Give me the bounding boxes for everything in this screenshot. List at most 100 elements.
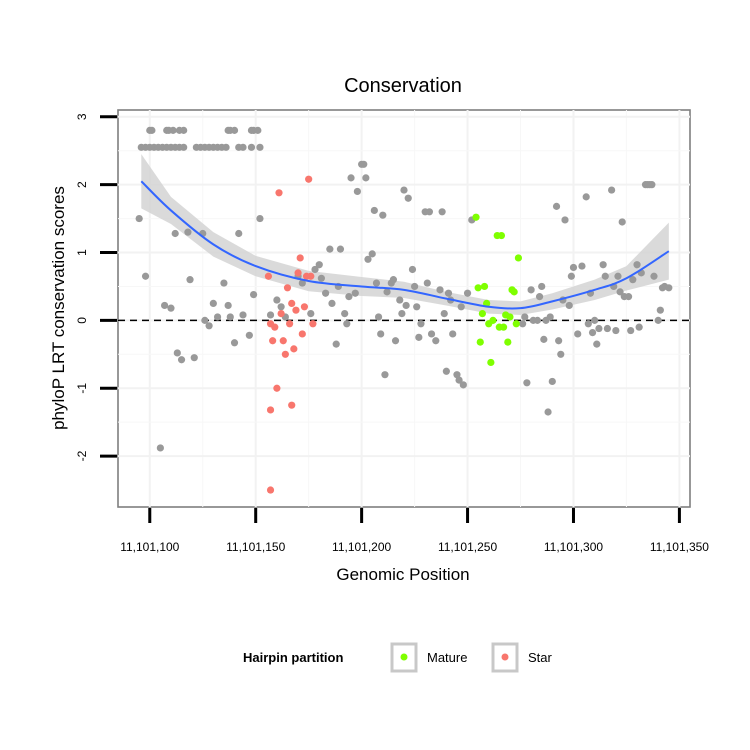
point-mature <box>512 320 520 328</box>
point-mature <box>483 299 491 308</box>
point-other <box>404 194 412 202</box>
x-tick-label: 11,101,200 <box>332 540 391 554</box>
point-other <box>591 316 599 324</box>
point-other <box>603 324 611 333</box>
point-other <box>266 311 275 319</box>
point-other <box>548 377 556 386</box>
point-other <box>277 303 285 311</box>
point-other <box>298 279 306 287</box>
point-other <box>601 272 609 280</box>
point-star <box>300 303 309 311</box>
point-other <box>254 126 262 134</box>
point-other <box>432 337 440 345</box>
point-other <box>226 313 234 321</box>
point-other <box>224 301 232 310</box>
point-other <box>370 206 378 215</box>
point-other <box>616 288 624 296</box>
point-star <box>279 337 287 345</box>
point-star <box>288 299 296 308</box>
point-other <box>442 367 450 375</box>
point-other <box>167 304 175 312</box>
y-tick-label: 1 <box>75 249 89 256</box>
y-axis-title: phyloP LRT conservation scores <box>49 186 68 430</box>
point-other <box>423 279 431 287</box>
point-other <box>222 143 230 151</box>
point-mature <box>476 338 484 346</box>
point-other <box>328 299 336 308</box>
point-mature <box>472 213 480 221</box>
confidence-ribbon <box>141 154 669 315</box>
point-other <box>360 160 368 168</box>
point-star <box>266 486 275 494</box>
point-other <box>440 309 448 318</box>
point-star <box>288 401 296 409</box>
point-mature <box>514 254 523 262</box>
point-other <box>239 143 247 151</box>
legend-key-star <box>501 653 509 661</box>
point-other <box>624 293 633 301</box>
point-other <box>230 339 239 347</box>
point-other <box>177 356 186 364</box>
point-other <box>209 299 217 308</box>
point-other <box>455 376 463 384</box>
point-other <box>383 288 391 296</box>
point-other <box>353 187 361 196</box>
point-other <box>341 309 349 318</box>
legend-key-mature <box>400 653 408 661</box>
point-other <box>438 208 446 216</box>
point-star <box>290 345 298 353</box>
legend-item-mature: Mature <box>390 642 467 673</box>
point-star <box>307 272 315 280</box>
point-other <box>533 316 542 324</box>
point-other <box>213 313 222 321</box>
point-other <box>629 276 637 284</box>
point-other <box>336 245 345 253</box>
point-other <box>135 214 143 223</box>
point-other <box>332 340 340 348</box>
point-mature <box>506 313 514 321</box>
point-star <box>309 320 317 328</box>
point-other <box>599 261 607 269</box>
y-tick-label: 2 <box>75 181 89 188</box>
point-other <box>402 301 410 310</box>
point-other <box>656 306 664 314</box>
point-other <box>535 293 544 301</box>
point-other <box>427 330 436 338</box>
point-other <box>249 290 258 299</box>
point-other <box>322 289 330 297</box>
point-other <box>389 276 398 284</box>
point-mature <box>478 309 486 318</box>
point-other <box>379 211 387 219</box>
smooth-fit-line <box>140 180 670 310</box>
y-axis: -2 -1 0 1 2 3 <box>75 113 117 461</box>
point-other <box>654 316 662 324</box>
point-other <box>141 272 150 280</box>
point-other <box>540 335 548 343</box>
legend-title: Hairpin partition <box>243 650 343 665</box>
point-star <box>277 309 285 318</box>
point-other <box>457 303 465 311</box>
point-other <box>527 286 535 294</box>
point-star <box>298 330 306 338</box>
point-other <box>413 303 421 311</box>
point-other <box>351 289 359 297</box>
point-other <box>635 323 643 331</box>
point-other <box>156 444 164 452</box>
point-other <box>230 126 239 134</box>
point-other <box>523 379 531 387</box>
point-other <box>381 371 389 379</box>
point-other <box>400 186 408 194</box>
point-other <box>584 320 592 328</box>
point-other <box>245 331 253 339</box>
point-other <box>614 272 622 280</box>
legend-label-star: Star <box>528 650 553 665</box>
point-star <box>266 406 275 414</box>
y-tick-label: 0 <box>75 317 89 324</box>
point-star <box>264 272 273 280</box>
point-other <box>377 330 385 338</box>
point-other <box>372 279 381 287</box>
point-other <box>608 186 616 194</box>
point-mature <box>489 316 497 324</box>
point-other <box>618 218 626 226</box>
